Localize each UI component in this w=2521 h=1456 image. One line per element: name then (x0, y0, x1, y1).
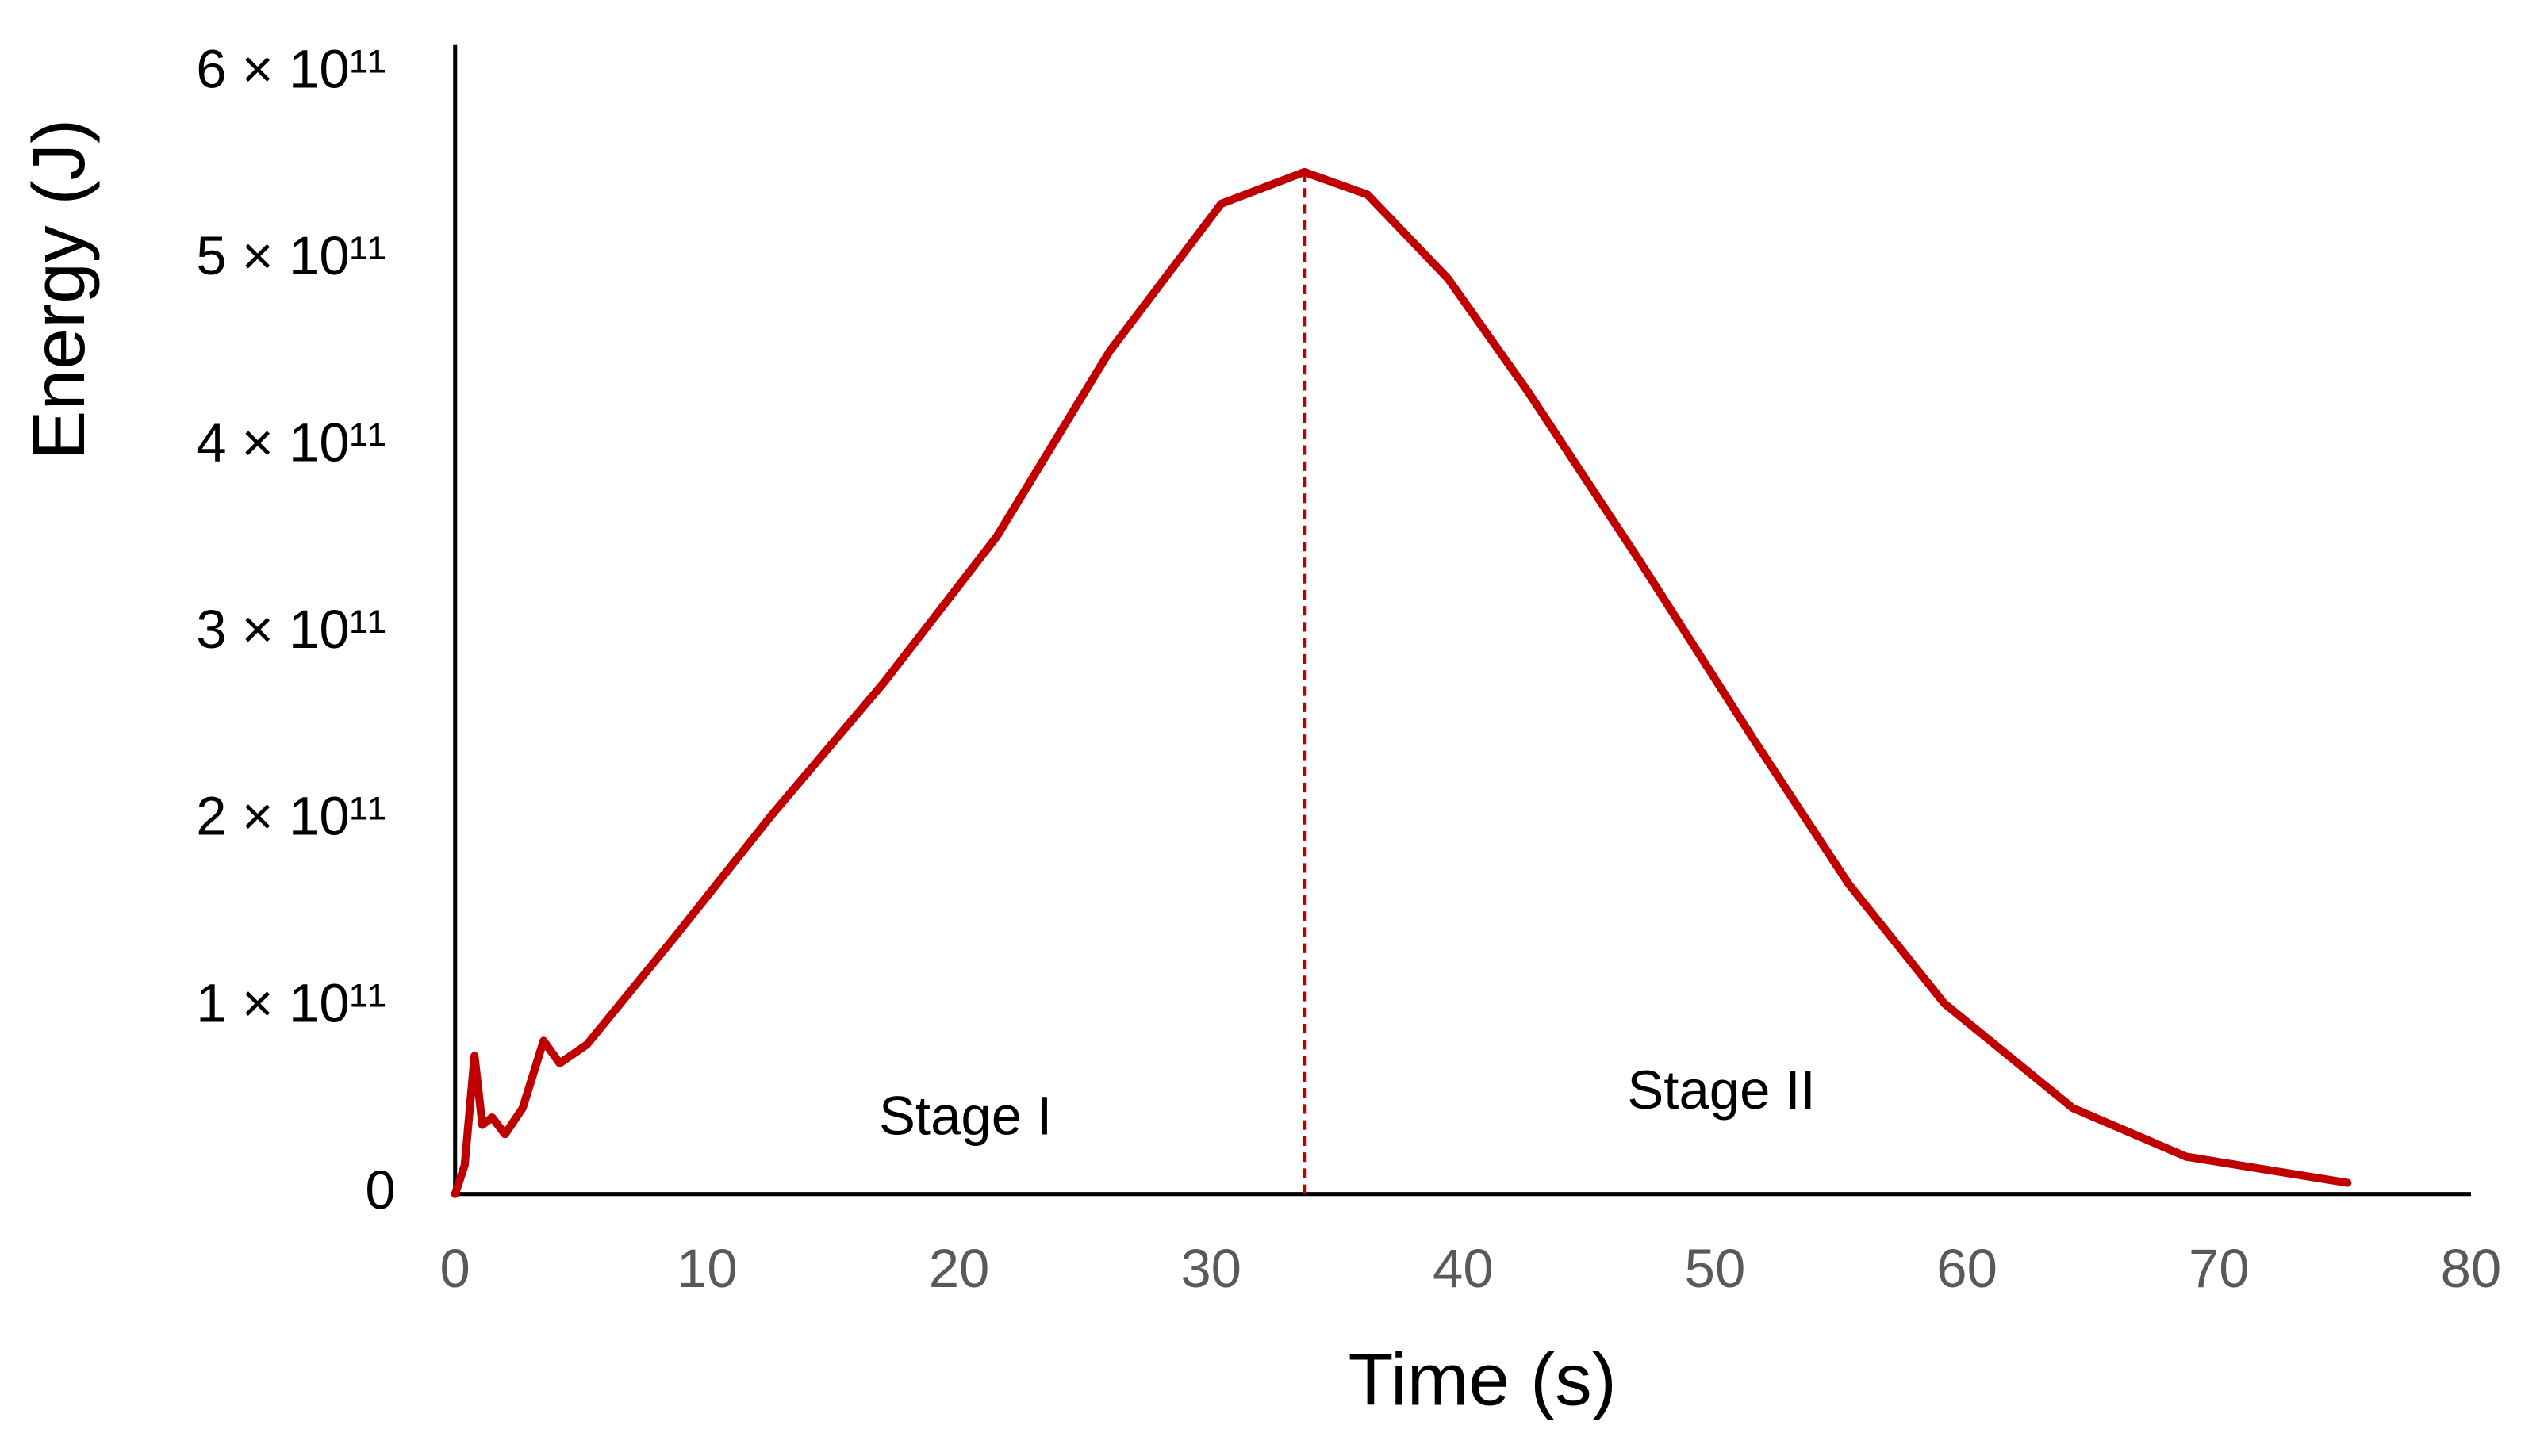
y-tick-label: 5 × 10¹¹ (196, 225, 386, 286)
energy-line (451, 167, 2352, 1198)
y-tick-label: 4 × 10¹¹ (196, 412, 386, 473)
x-tick-label: 10 (677, 1238, 738, 1299)
x-tick-label: 30 (1180, 1238, 1241, 1299)
x-tick-label: 20 (929, 1238, 990, 1299)
y-axis-title: Energy (J) (17, 119, 100, 460)
y-tick-label: 0 (365, 1159, 395, 1220)
x-tick-label: 60 (1936, 1238, 1997, 1299)
y-tick-label: 1 × 10¹¹ (196, 972, 386, 1033)
x-tick-label: 50 (1685, 1238, 1746, 1299)
x-tick-label: 0 (440, 1238, 470, 1299)
x-axis-title: Time (s) (1349, 1338, 1617, 1420)
y-tick-label: 2 × 10¹¹ (196, 786, 386, 847)
stage-label: Stage II (1627, 1059, 1815, 1121)
x-tick-label: 80 (2441, 1238, 2502, 1299)
y-tick-label: 3 × 10¹¹ (196, 599, 386, 660)
stage-label: Stage I (879, 1086, 1052, 1147)
x-tick-label: 40 (1433, 1238, 1494, 1299)
x-tick-label: 70 (2189, 1238, 2250, 1299)
y-tick-label: 6 × 10¹¹ (196, 38, 386, 99)
